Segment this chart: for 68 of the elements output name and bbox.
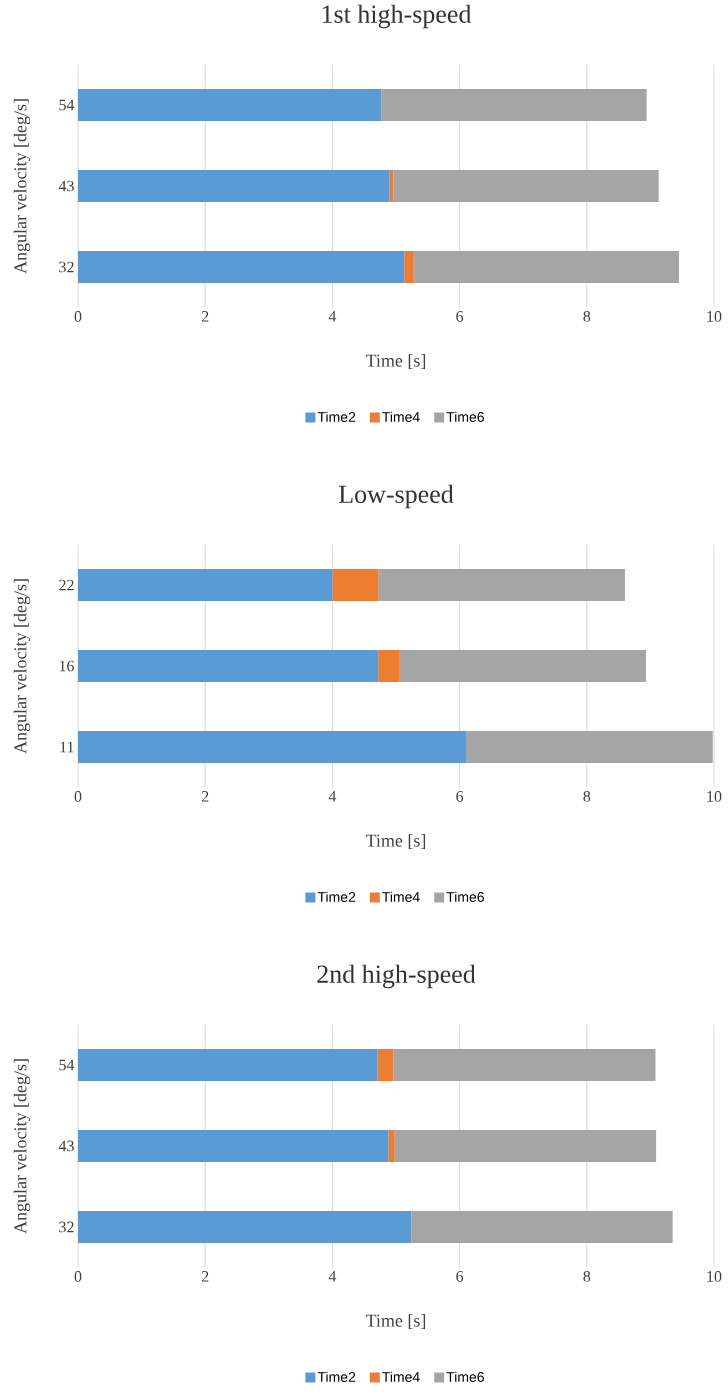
x-tick-label: 8 xyxy=(583,1271,591,1282)
y-tick-label: 11 xyxy=(60,741,74,753)
bar xyxy=(78,731,466,763)
x-tick-label: 0 xyxy=(74,791,82,802)
y-tick-label: 22 xyxy=(59,579,74,591)
chart-title: 1st high-speed xyxy=(322,4,472,29)
legend-label: Time6 xyxy=(446,411,484,422)
x-tick-label: 8 xyxy=(583,311,591,322)
bar xyxy=(381,89,647,121)
x-tick-label: 0 xyxy=(74,311,82,322)
bar xyxy=(388,1129,395,1162)
bar xyxy=(393,170,659,202)
legend-label: Time6 xyxy=(446,891,484,902)
bar xyxy=(78,170,390,202)
x-axis-title: Time [s] xyxy=(365,1314,426,1329)
x-tick-label: 2 xyxy=(201,1271,209,1282)
x-tick-label: 10 xyxy=(707,311,722,322)
chart-title: 2nd high-speed xyxy=(317,964,476,989)
x-tick-label: 0 xyxy=(74,1271,82,1282)
bar xyxy=(413,251,680,283)
bar xyxy=(78,650,379,682)
legend-label: Time2 xyxy=(317,1371,356,1382)
legend-label: Time2 xyxy=(317,891,356,902)
y-axis-title: Angular velocity [deg/s] xyxy=(13,99,31,274)
y-tick-label: 43 xyxy=(58,180,74,192)
x-tick-label: 2 xyxy=(201,311,209,322)
bar xyxy=(78,1210,412,1243)
bar xyxy=(393,1048,656,1081)
y-tick-label: 54 xyxy=(59,99,75,111)
bar xyxy=(78,89,382,121)
y-tick-label: 16 xyxy=(59,660,74,672)
bar xyxy=(399,650,646,682)
bar xyxy=(404,251,414,283)
x-tick-label: 6 xyxy=(456,1271,464,1282)
x-tick-label: 10 xyxy=(707,1271,722,1282)
y-tick-label: 32 xyxy=(59,1221,74,1233)
legend-label: Time6 xyxy=(446,1371,484,1382)
y-axis-title: Angular velocity [deg/s] xyxy=(13,579,31,754)
x-axis-title: Time [s] xyxy=(365,354,426,369)
y-tick-label: 54 xyxy=(59,1059,75,1071)
y-tick-label: 43 xyxy=(58,1140,74,1152)
bar xyxy=(377,1048,394,1081)
chart-title: Low-speed xyxy=(338,484,454,509)
bar xyxy=(378,569,625,601)
legend-label: Time4 xyxy=(382,891,420,902)
x-tick-label: 8 xyxy=(583,791,591,802)
bar xyxy=(78,1048,378,1081)
x-tick-label: 4 xyxy=(328,1271,337,1282)
legend-label: Time4 xyxy=(382,411,420,422)
x-tick-label: 6 xyxy=(456,311,464,322)
bar xyxy=(78,569,333,601)
y-tick-label: 32 xyxy=(59,261,74,273)
bar xyxy=(378,650,400,682)
bar xyxy=(78,1129,389,1162)
x-axis-title: Time [s] xyxy=(365,834,426,849)
legend-label: Time4 xyxy=(382,1371,420,1382)
y-axis-title: Angular velocity [deg/s] xyxy=(13,1059,31,1234)
bar xyxy=(394,1129,657,1162)
bar xyxy=(411,1210,673,1243)
bar xyxy=(465,731,713,763)
bar xyxy=(332,569,379,601)
x-tick-label: 4 xyxy=(328,791,337,802)
x-tick-label: 2 xyxy=(201,791,209,802)
x-tick-label: 10 xyxy=(707,791,722,802)
x-tick-label: 6 xyxy=(456,791,464,802)
legend-label: Time2 xyxy=(317,411,356,422)
x-tick-label: 4 xyxy=(328,311,337,322)
bar xyxy=(78,251,405,283)
